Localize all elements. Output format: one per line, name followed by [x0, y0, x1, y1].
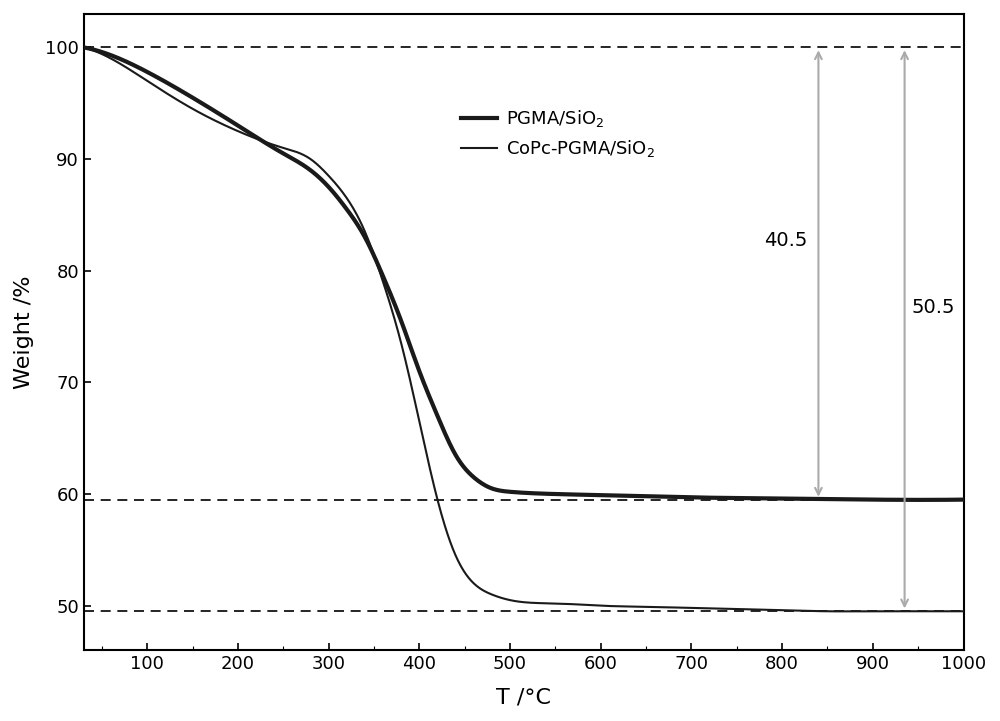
X-axis label: T /°C: T /°C	[496, 687, 551, 707]
Legend: PGMA/SiO$_2$, CoPc-PGMA/SiO$_2$: PGMA/SiO$_2$, CoPc-PGMA/SiO$_2$	[452, 99, 664, 169]
Y-axis label: Weight /%: Weight /%	[14, 275, 34, 389]
Text: 50.5: 50.5	[912, 298, 955, 317]
Text: 40.5: 40.5	[764, 231, 808, 249]
